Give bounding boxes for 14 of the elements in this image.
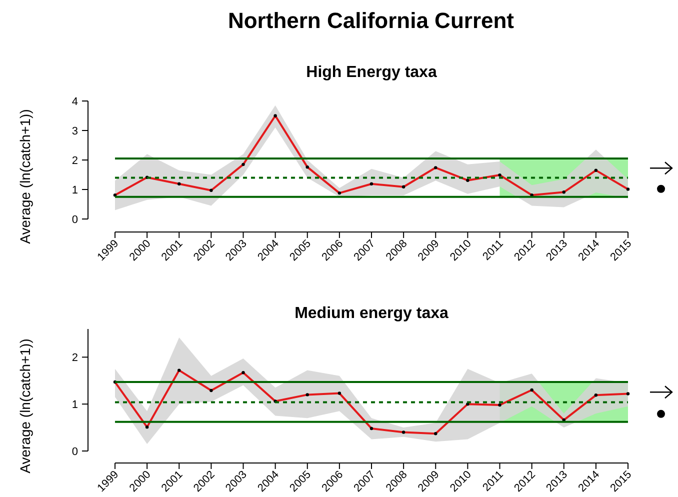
y-tick-label: 4 [72,96,78,108]
line-series [113,114,630,197]
y-tick-label: 1 [72,184,78,196]
y-tick-label: 1 [72,399,78,412]
y-tick-label: 0 [72,214,78,226]
y-tick-label: 3 [72,126,78,138]
chart-title: Medium energy taxa [294,305,449,322]
chart-subtitle: High Energy taxa [306,64,437,81]
y-tick-label: 0 [72,446,78,458]
y-tick-label: 2 [72,155,78,167]
chart-title: Northern California Current [228,8,515,33]
y-axis-title: Average (ln(catch+1)) [17,109,33,244]
y-axis-title: Average (ln(catch+1)) [17,338,33,474]
y-tick-label: 2 [72,352,78,364]
